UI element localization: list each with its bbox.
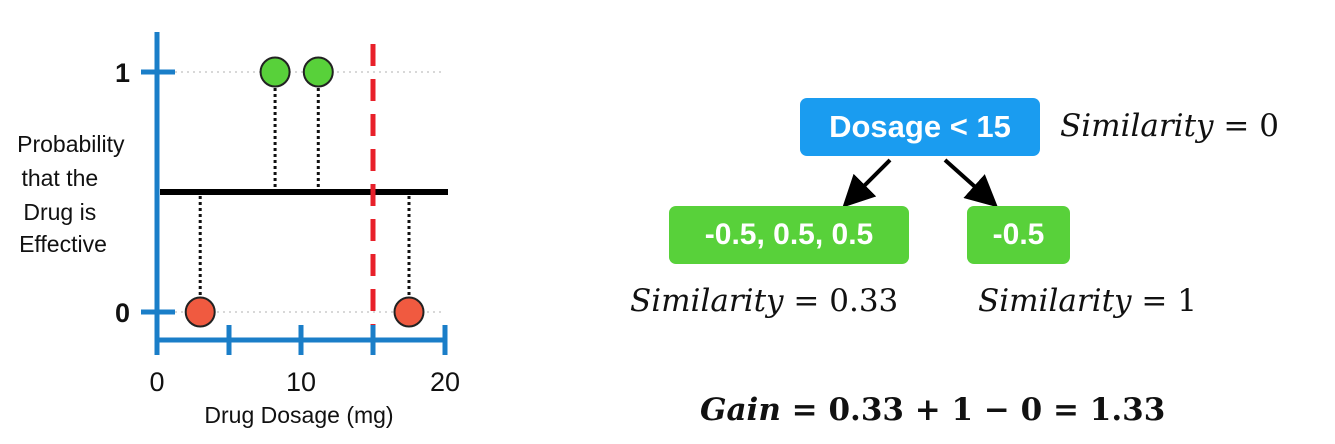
- right-similarity-score: Similarity = 1: [978, 283, 1197, 319]
- x-tick-label: 20: [430, 367, 460, 397]
- right-leaf-residuals: -0.5: [992, 218, 1045, 251]
- y-axis-label: Probability that the Drug is Effective: [17, 131, 131, 257]
- root-node-label: Dosage < 15: [829, 109, 1011, 144]
- tree-right-leaf: -0.5: [967, 206, 1070, 264]
- left-leaf-residuals: -0.5, 0.5, 0.5: [704, 218, 874, 251]
- y-axis-label-line: Effective: [19, 231, 107, 257]
- similarity-word: Similarity: [630, 283, 784, 319]
- y-tick-labels: 01: [115, 58, 130, 328]
- root-similarity-score: Similarity = 0: [1060, 108, 1279, 144]
- axis-ticks: [141, 69, 448, 355]
- x-axis-label: Drug Dosage (mg): [204, 402, 393, 428]
- data-point: [393, 296, 425, 328]
- x-tick-label: 0: [149, 367, 164, 397]
- tree-root-node: Dosage < 15: [800, 98, 1040, 156]
- gain-word: Gain: [700, 392, 781, 428]
- tree-left-leaf: -0.5, 0.5, 0.5: [669, 206, 909, 264]
- y-axis-label-line: that the: [21, 165, 98, 191]
- left-similarity-score: Similarity = 0.33: [630, 283, 899, 319]
- edge-left-arrow: [842, 158, 892, 208]
- y-tick-label: 1: [115, 58, 130, 88]
- residual-plot: 01 0 10 20 Probability that the Drug is Ef…: [17, 32, 460, 428]
- similarity-word: Similarity: [978, 283, 1132, 319]
- similarity-value: 0.33: [829, 283, 899, 319]
- y-axis-label-line: Drug is: [23, 199, 96, 225]
- similarity-word: Similarity: [1060, 108, 1214, 144]
- data-point: [302, 56, 334, 88]
- residual-connectors: [198, 88, 411, 296]
- y-tick-label: 0: [115, 298, 130, 328]
- data-points: [184, 56, 425, 328]
- data-point: [259, 56, 291, 88]
- data-point: [184, 296, 216, 328]
- x-tick-label: 10: [286, 367, 316, 397]
- similarity-value: 0: [1259, 108, 1279, 144]
- edge-right-arrow: [943, 158, 998, 208]
- gain-equation: Gain = 0.33 + 1 − 0 = 1.33: [700, 392, 1166, 428]
- x-tick-labels: 0 10 20: [149, 367, 460, 397]
- gain-expression: 0.33 + 1 − 0 = 1.33: [828, 392, 1166, 428]
- y-axis-label-line: Probability: [17, 131, 125, 157]
- similarity-value: 1: [1177, 283, 1197, 319]
- axes: [154, 32, 445, 343]
